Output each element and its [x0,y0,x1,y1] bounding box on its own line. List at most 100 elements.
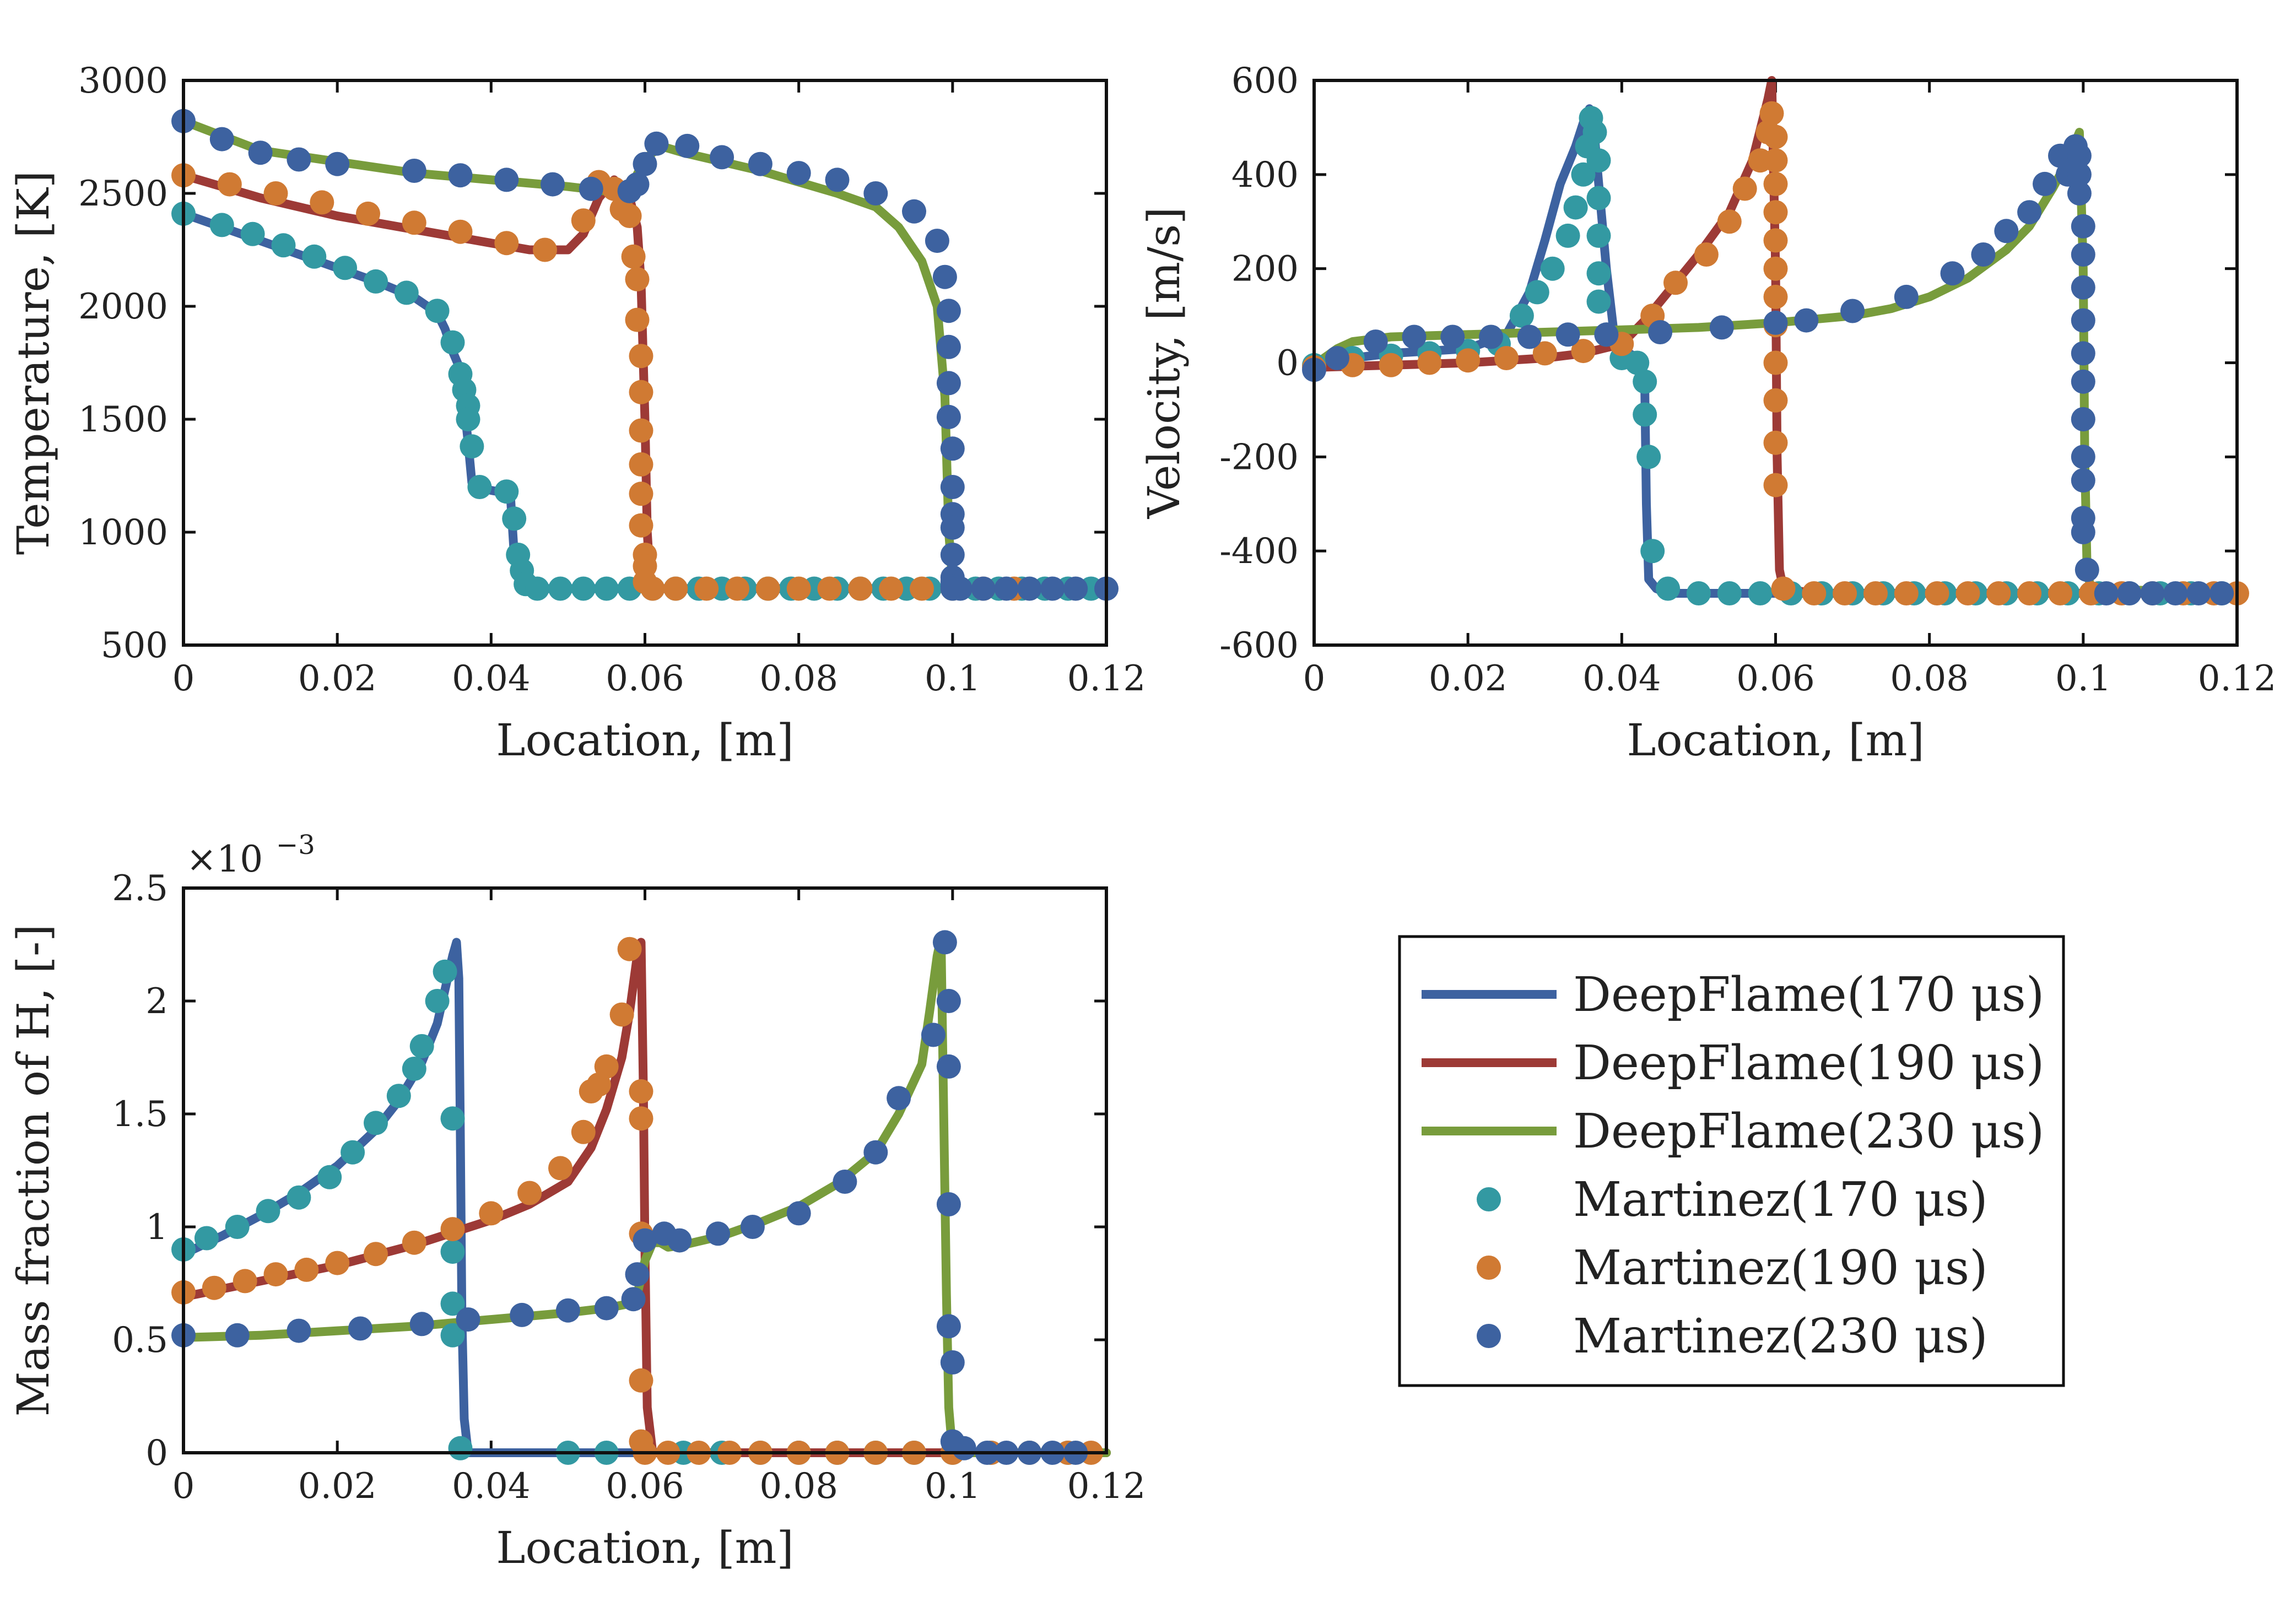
data-point [863,1140,888,1165]
legend-box [1398,935,2065,1387]
data-point [456,407,480,431]
data-point [440,1240,465,1264]
data-point [1717,581,1742,605]
legend-label: Martinez(190 μs) [1573,1241,1988,1296]
data-point [440,1106,465,1131]
data-point [555,1298,580,1323]
data-point [248,140,273,165]
data-point [2071,341,2095,366]
data-point [1863,581,1888,605]
data-point [848,576,873,601]
legend-entry: Martinez(190 μs) [1477,1241,1988,1296]
data-point [217,172,242,197]
x-tick-label: 0.08 [759,1466,838,1507]
data-point [755,576,780,601]
data-point [2067,181,2092,205]
y-tick-label: -400 [1219,531,1299,572]
y-tick-label: -600 [1219,625,1299,666]
data-point [402,159,426,183]
data-point [548,576,572,601]
data-point [2071,445,2095,469]
data-point [209,213,234,237]
data-point [2033,171,2057,196]
data-point [1763,388,1788,413]
axis-multiplier-exponent: −3 [276,830,315,861]
y-tick-label: 400 [1231,155,1299,196]
y-axis-label: Temperature, [K] [8,171,59,555]
data-point [433,959,457,984]
data-point [571,208,596,233]
data-point [2186,581,2211,605]
data-point [667,1228,692,1253]
data-point [936,334,961,359]
plot-frame [182,79,1108,647]
data-point [479,1201,504,1226]
data-point [364,1111,388,1135]
data-point [1894,284,1919,309]
data-point [533,237,557,262]
data-point [1717,209,1742,234]
legend-entry: Martinez(170 μs) [1477,1172,1988,1227]
data-point [1040,576,1065,601]
x-axis-label: Location, [m] [1627,715,1924,766]
data-point [1417,350,1442,375]
legend-marker-swatch [1477,1187,1501,1211]
data-point [2071,242,2095,267]
data-point [863,181,888,205]
data-point [1763,473,1788,497]
data-point [2163,581,2188,605]
data-point [525,576,550,601]
data-point [402,210,426,235]
legend: DeepFlame(170 μs) DeepFlame(190 μs) DeepFl… [1398,935,2065,1387]
data-point [1763,200,1788,225]
data-point [1494,346,1519,370]
legend-marker-swatch [1477,1324,1501,1348]
data-point [460,434,484,459]
data-point [409,1034,434,1058]
data-point [1563,195,1588,220]
data-point [1709,315,1734,340]
data-point [194,1226,219,1251]
data-point [1586,186,1611,210]
x-tick-label: 0.12 [2198,658,2277,699]
data-point [240,221,265,246]
data-point [2048,581,2072,605]
data-point [621,1287,646,1312]
data-point [571,1119,596,1144]
data-point [263,181,288,205]
data-point [617,937,642,961]
data-point [1555,223,1580,248]
data-point [2074,558,2099,582]
y-tick-label: 3000 [78,61,168,101]
data-point [2071,407,2095,431]
legend-entry: Martinez(230 μs) [1477,1309,1988,1364]
data-point [402,1230,426,1255]
data-point [502,506,527,531]
data-point [644,131,669,156]
data-point [510,1302,534,1327]
data-point [2117,581,2142,605]
data-point [952,1436,976,1460]
y-tick-label: 0 [145,1433,168,1474]
data-point [940,475,965,499]
data-point [725,576,749,601]
data-point [936,1192,961,1216]
y-tick-label: -200 [1219,437,1299,478]
data-point [256,1199,280,1224]
data-point [1656,576,1681,601]
data-point [287,147,311,172]
data-point [517,1181,542,1205]
data-point [467,475,492,499]
data-point [1763,310,1788,335]
data-point [1686,581,1711,605]
data-point [294,1257,319,1282]
data-point [675,133,700,158]
plot-frame [1312,79,2239,647]
data-point [1540,256,1565,281]
data-point [1663,270,1688,295]
data-point [748,151,772,176]
data-point [887,1086,911,1111]
data-point [609,1002,634,1027]
data-point [1325,346,1349,370]
legend-entry: DeepFlame(230 μs) [1422,1104,2044,1159]
